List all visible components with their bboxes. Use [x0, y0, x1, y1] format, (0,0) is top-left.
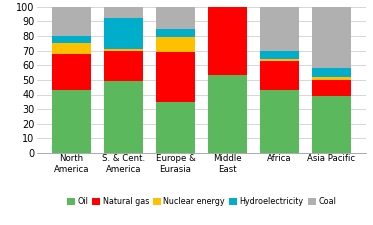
Bar: [312, 80, 351, 96]
Bar: [312, 7, 351, 68]
Bar: [156, 7, 195, 29]
Bar: [104, 18, 143, 49]
Bar: [208, 75, 247, 153]
Bar: [52, 54, 91, 90]
Bar: [156, 29, 195, 37]
Bar: [52, 7, 91, 36]
Bar: [260, 59, 299, 61]
Bar: [156, 102, 195, 153]
Bar: [104, 49, 143, 51]
Bar: [312, 68, 351, 77]
Bar: [312, 77, 351, 80]
Bar: [208, 7, 247, 75]
Bar: [312, 96, 351, 153]
Bar: [52, 90, 91, 153]
Bar: [104, 51, 143, 81]
Bar: [52, 43, 91, 54]
Bar: [104, 7, 143, 18]
Legend: Oil, Natural gas, Nuclear energy, Hydroelectricity, Coal: Oil, Natural gas, Nuclear energy, Hydroe…: [63, 194, 339, 209]
Bar: [52, 36, 91, 43]
Bar: [156, 52, 195, 102]
Bar: [260, 90, 299, 153]
Bar: [260, 61, 299, 90]
Bar: [156, 37, 195, 52]
Bar: [260, 51, 299, 59]
Bar: [104, 81, 143, 153]
Bar: [260, 7, 299, 51]
